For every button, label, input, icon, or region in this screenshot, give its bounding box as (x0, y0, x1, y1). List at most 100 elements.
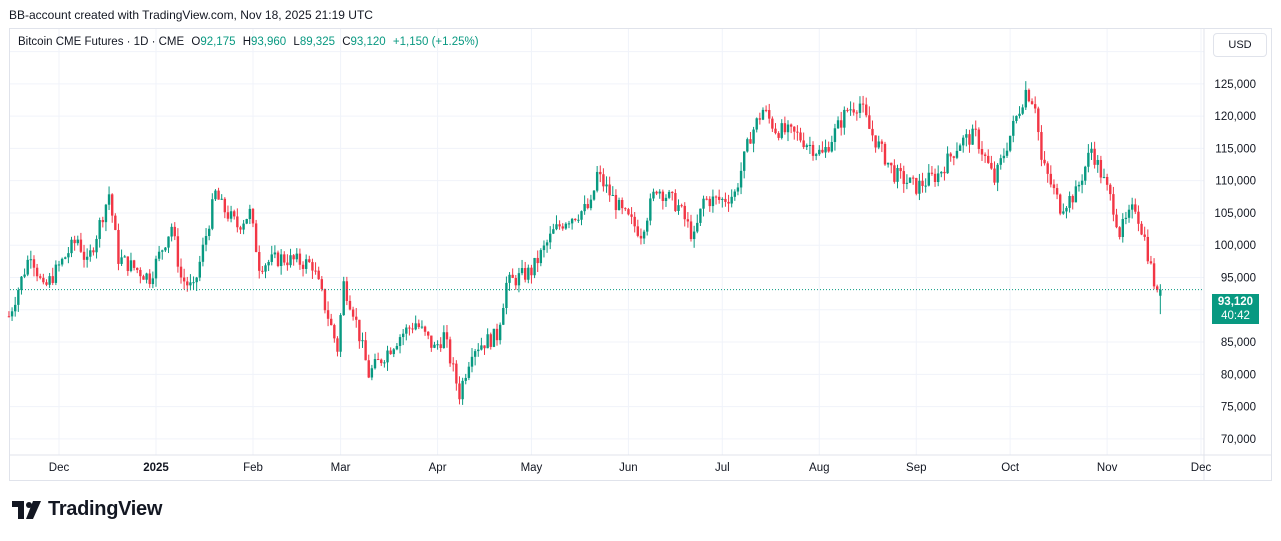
candle (761, 107, 765, 121)
candle (539, 248, 543, 267)
candle (79, 232, 83, 253)
candle (971, 124, 974, 145)
candle (1146, 229, 1150, 265)
candle (893, 159, 896, 184)
candle (51, 267, 54, 286)
candle (821, 141, 824, 154)
candle (110, 193, 114, 223)
candle (364, 331, 367, 361)
time-tick-label: Oct (1001, 462, 1020, 474)
candle (417, 319, 421, 330)
candle (392, 347, 395, 358)
candle (320, 276, 324, 292)
candle (570, 217, 574, 230)
candle (311, 258, 314, 279)
last-price-badge: 93,120 40:42 (1212, 294, 1259, 324)
candle (167, 236, 170, 254)
candle (549, 226, 552, 250)
candle (483, 345, 486, 355)
candle (367, 354, 370, 379)
candle (60, 257, 64, 267)
candle (789, 123, 793, 134)
candle (436, 340, 439, 350)
candle (1127, 204, 1131, 223)
candle (92, 247, 95, 256)
candle (536, 250, 539, 272)
candle (999, 154, 1002, 170)
candle (749, 131, 752, 144)
candle (708, 196, 711, 212)
candle (561, 223, 564, 231)
candle (1008, 135, 1012, 153)
candle (1015, 115, 1018, 124)
candle (458, 376, 461, 405)
price-tick-label: 125,000 (1214, 79, 1256, 91)
candle (17, 287, 20, 312)
candle (157, 245, 161, 262)
candle (558, 220, 561, 230)
candle (780, 119, 783, 140)
candle (1121, 213, 1124, 243)
candle (602, 168, 605, 192)
candle (48, 272, 51, 288)
candle (286, 254, 289, 271)
candle (430, 335, 433, 352)
price-tick-label: 75,000 (1221, 402, 1256, 414)
candle (746, 137, 749, 153)
candle (843, 106, 846, 135)
candle (724, 192, 727, 207)
time-tick-label: Nov (1097, 462, 1118, 474)
candle (95, 235, 98, 259)
candle (1062, 203, 1065, 215)
candle (996, 163, 999, 192)
candle (839, 111, 843, 136)
candle (420, 320, 424, 329)
candle (1018, 106, 1021, 119)
candle (1077, 181, 1081, 192)
candle (164, 246, 167, 253)
candle (714, 195, 718, 205)
candle (145, 272, 148, 284)
candle (1059, 193, 1062, 216)
candle (1124, 211, 1128, 225)
currency-button[interactable]: USD (1213, 33, 1267, 57)
candle (142, 274, 145, 280)
candle (564, 222, 568, 230)
candle (489, 332, 492, 350)
tradingview-logo[interactable]: TradingView (12, 498, 162, 521)
candle (605, 176, 608, 193)
chart-attribution: BB-account created with TradingView.com,… (9, 8, 373, 22)
candle (833, 123, 837, 151)
candle (42, 273, 45, 285)
candle (739, 162, 743, 195)
candle (1037, 106, 1040, 141)
candle (667, 189, 671, 200)
candle (279, 249, 283, 275)
candle (455, 360, 458, 391)
candle (470, 347, 474, 373)
candle (182, 268, 186, 290)
candle (207, 225, 211, 241)
candle (608, 176, 611, 202)
time-tick-label: Dec (1191, 462, 1212, 474)
candle (671, 191, 674, 201)
candle (148, 269, 151, 288)
candle (818, 145, 821, 156)
candle (974, 120, 977, 137)
candle (896, 164, 899, 189)
candle (661, 189, 665, 210)
candle (908, 177, 912, 184)
candle (373, 353, 377, 370)
candle (849, 101, 852, 116)
candle (918, 173, 921, 201)
candle (1049, 165, 1053, 188)
candle (771, 116, 774, 133)
candle (962, 135, 965, 153)
candle (567, 220, 571, 229)
candle (301, 261, 305, 277)
candle (126, 256, 130, 276)
candle (452, 357, 455, 372)
candle (170, 223, 173, 242)
candle (883, 141, 887, 166)
